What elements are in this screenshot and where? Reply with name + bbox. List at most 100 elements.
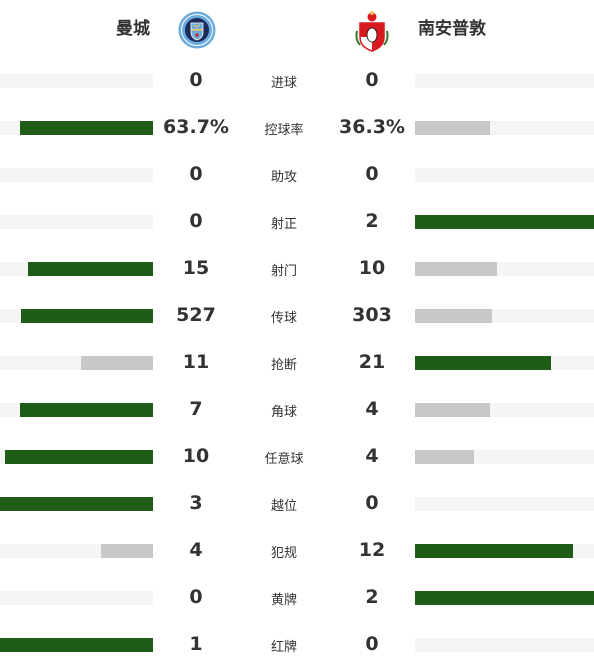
- stat-label: 助攻: [270, 170, 297, 185]
- southampton-crest-icon[interactable]: [352, 9, 392, 53]
- home-stat-bar: [28, 262, 153, 276]
- stat-label: 任意球: [264, 452, 304, 467]
- home-stat-bar-track: [0, 262, 153, 276]
- home-stat-value: 3: [189, 492, 203, 514]
- home-stat-bar-track: [0, 591, 153, 605]
- stat-label: 红牌: [270, 640, 297, 655]
- away-stat-value: 303: [352, 304, 392, 326]
- stat-label: 射门: [270, 264, 297, 279]
- stat-row: 0 进球 0: [0, 61, 594, 108]
- home-stat-bar-track: [0, 121, 153, 135]
- home-stat-bar-track: [0, 74, 153, 88]
- stat-row: 0 助攻 0: [0, 155, 594, 202]
- stat-row: 15 射门 10: [0, 249, 594, 296]
- home-stat-bar: [5, 450, 153, 464]
- away-stat-bar-track: [415, 121, 594, 135]
- away-stat-value: 2: [365, 210, 379, 232]
- home-stat-bar: [21, 309, 153, 323]
- away-stat-value: 2: [365, 586, 379, 608]
- home-stat-value: 10: [182, 445, 210, 467]
- home-stat-value: 1: [189, 633, 203, 655]
- away-team-name[interactable]: 南安普敦: [418, 19, 486, 39]
- away-stat-value: 0: [365, 69, 379, 91]
- home-stat-bar-track: [0, 450, 153, 464]
- stat-label: 越位: [270, 499, 297, 514]
- away-stat-value: 10: [358, 257, 386, 279]
- away-stat-bar-track: [415, 215, 594, 229]
- away-stat-bar-track: [415, 309, 594, 323]
- home-stat-value: 0: [189, 210, 203, 232]
- home-stat-bar-track: [0, 638, 153, 652]
- home-stat-bar-track: [0, 497, 153, 511]
- away-stat-bar-track: [415, 403, 594, 417]
- away-stat-value: 21: [358, 351, 386, 373]
- away-stat-bar: [415, 215, 594, 229]
- home-team-name[interactable]: 曼城: [116, 19, 150, 39]
- stat-row: 0 射正 2: [0, 202, 594, 249]
- match-header: 曼城 南安普敦: [0, 0, 594, 60]
- home-stat-bar: [20, 403, 153, 417]
- away-stat-bar: [415, 262, 497, 276]
- stat-row: 1 红牌 0: [0, 625, 594, 672]
- stat-row: 10 任意球 4: [0, 437, 594, 484]
- away-stat-value: 36.3%: [339, 116, 405, 138]
- home-stat-bar: [0, 497, 153, 511]
- stat-row: 4 犯规 12: [0, 531, 594, 578]
- home-stat-value: 7: [189, 398, 203, 420]
- stat-label: 黄牌: [270, 593, 297, 608]
- home-stat-bar-track: [0, 309, 153, 323]
- away-stat-value: 4: [365, 398, 379, 420]
- stat-label: 进球: [270, 76, 297, 91]
- away-stat-value: 12: [358, 539, 386, 561]
- home-stat-value: 15: [182, 257, 210, 279]
- away-stat-bar: [415, 450, 474, 464]
- away-stat-bar-track: [415, 74, 594, 88]
- stat-row: 63.7% 控球率 36.3%: [0, 108, 594, 155]
- away-stat-value: 0: [365, 492, 379, 514]
- home-stat-bar: [81, 356, 153, 370]
- manchester-city-crest-icon[interactable]: [178, 11, 216, 49]
- away-stat-bar-track: [415, 168, 594, 182]
- away-stat-bar: [415, 591, 594, 605]
- stat-row: 7 角球 4: [0, 390, 594, 437]
- stat-label: 角球: [270, 405, 297, 420]
- stat-label: 犯规: [270, 546, 297, 561]
- away-stat-value: 4: [365, 445, 379, 467]
- home-stat-bar: [0, 638, 153, 652]
- away-stat-value: 0: [365, 633, 379, 655]
- away-stat-bar: [415, 356, 551, 370]
- home-stat-value: 4: [189, 539, 203, 561]
- stat-label: 射正: [270, 217, 297, 232]
- home-stat-bar-track: [0, 215, 153, 229]
- stat-row: 11 抢断 21: [0, 343, 594, 390]
- away-stat-bar: [415, 544, 573, 558]
- stat-row: 0 黄牌 2: [0, 578, 594, 625]
- away-stat-bar: [415, 309, 492, 323]
- stat-label: 传球: [270, 311, 297, 326]
- home-stat-value: 0: [189, 586, 203, 608]
- away-stat-bar-track: [415, 497, 594, 511]
- away-stat-bar-track: [415, 262, 594, 276]
- stat-row: 527 传球 303: [0, 296, 594, 343]
- home-stat-bar-track: [0, 168, 153, 182]
- home-stat-bar-track: [0, 544, 153, 558]
- away-stat-bar-track: [415, 450, 594, 464]
- home-stat-bar: [101, 544, 153, 558]
- home-stat-value: 527: [176, 304, 216, 326]
- home-stat-value: 0: [189, 163, 203, 185]
- home-stat-value: 63.7%: [163, 116, 229, 138]
- stat-label: 控球率: [264, 123, 304, 138]
- away-stat-bar-track: [415, 591, 594, 605]
- away-stat-bar: [415, 403, 490, 417]
- home-stat-value: 11: [182, 351, 210, 373]
- away-stat-bar: [415, 121, 490, 135]
- away-stat-bar-track: [415, 638, 594, 652]
- away-stat-bar-track: [415, 356, 594, 370]
- away-stat-bar-track: [415, 544, 594, 558]
- home-stat-bar: [20, 121, 153, 135]
- home-stat-value: 0: [189, 69, 203, 91]
- away-stat-value: 0: [365, 163, 379, 185]
- home-stat-bar-track: [0, 356, 153, 370]
- stat-label: 抢断: [270, 358, 297, 373]
- stat-row: 3 越位 0: [0, 484, 594, 531]
